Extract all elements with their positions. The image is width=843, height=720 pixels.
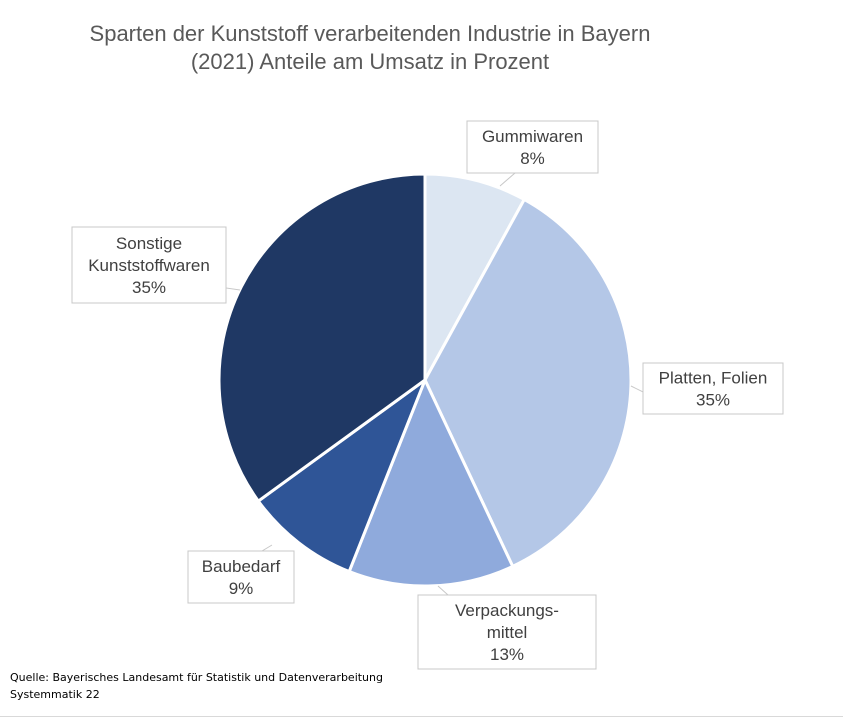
slice-category-label: Sonstige [116, 234, 182, 253]
callout-box [71, 226, 227, 304]
callout-pointer [245, 544, 273, 552]
source-note: Quelle: Bayerisches Landesamt für Statis… [10, 669, 383, 703]
chart-title: Sparten der Kunststoff verarbeitenden In… [89, 21, 651, 74]
slice-value-label: 13% [490, 645, 524, 664]
pie-slice-gummiwaren [423, 172, 527, 381]
data-label-gummiwaren: Gummiwaren 8% [466, 120, 599, 187]
slice-category-label: Kunststoffwaren [88, 256, 210, 275]
pie-slice-verpackungs-mittel [347, 376, 515, 588]
data-label-sonstige-kunststoffwaren: Sonstige Kunststoffwaren 35% [71, 226, 241, 304]
data-label-platten-folien: Platten, Folien 35% [630, 362, 784, 415]
callout-pointer [430, 585, 450, 596]
source-line-2: Systemmatik 22 [10, 688, 100, 701]
source-line-1: Quelle: Bayerisches Landesamt für Statis… [10, 671, 383, 684]
callout-box [642, 362, 784, 415]
pie-slice-sonstige-kunststoffwaren [217, 172, 427, 504]
slice-value-label: 35% [696, 391, 730, 410]
callout-box [417, 594, 597, 670]
slice-category-label: Platten, Folien [659, 369, 768, 388]
slice-category-label: Verpackungs- [455, 601, 559, 620]
callout-box [187, 550, 295, 604]
callout-box [466, 120, 599, 174]
slice-value-label: 35% [132, 278, 166, 297]
callout-pointer [496, 172, 517, 187]
slice-value-label: 8% [520, 149, 545, 168]
data-label-verpackungs-mittel: Verpackungs-mittel 13% [417, 585, 597, 670]
callout-pointer [630, 378, 644, 393]
slice-category-label: Baubedarf [202, 557, 281, 576]
data-label-baubedarf: Baubedarf 9% [187, 544, 295, 604]
bottom-divider [0, 716, 843, 717]
callout-pointer [225, 270, 241, 291]
slice-category-label: Gummiwaren [482, 127, 583, 146]
pie-slice-baubedarf [256, 375, 429, 574]
slice-category-label: mittel [487, 623, 528, 642]
slice-value-label: 9% [229, 579, 254, 598]
